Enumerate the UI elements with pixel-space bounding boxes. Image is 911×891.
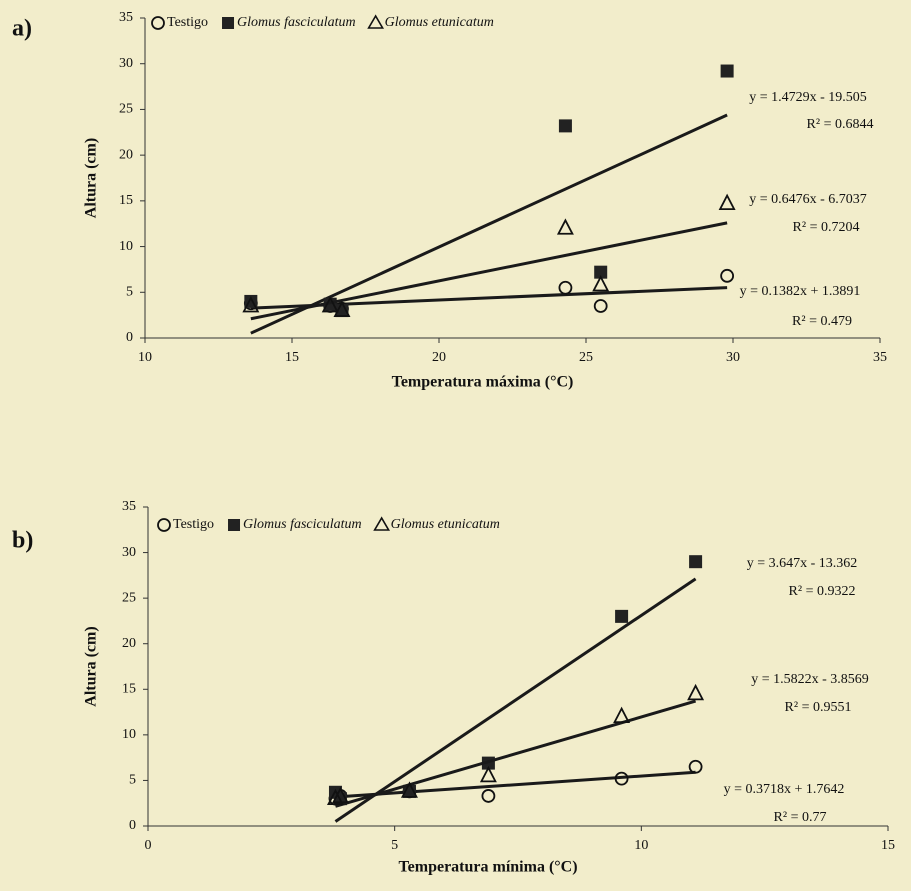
marker-triangle xyxy=(242,296,260,313)
trendline-equation: y = 3.647x - 13.362 xyxy=(747,556,858,571)
marker-triangle xyxy=(333,300,351,317)
y-tick-label: 20 xyxy=(122,636,136,651)
y-tick-label: 15 xyxy=(122,682,136,697)
y-tick-label: 0 xyxy=(129,818,136,833)
y-axis-label: Altura (cm) xyxy=(83,138,100,218)
y-tick-label: 0 xyxy=(126,330,133,345)
legend-label: Glomus fasciculatum xyxy=(237,15,356,30)
trendline-equation: y = 0.6476x - 6.7037 xyxy=(749,192,867,207)
marker-circle xyxy=(614,771,629,786)
panel-label: a) xyxy=(12,16,32,42)
marker-triangle xyxy=(400,781,418,798)
y-tick-label: 10 xyxy=(122,727,136,742)
legend-label: Glomus etunicatum xyxy=(385,15,494,30)
y-tick-label: 5 xyxy=(126,285,133,300)
marker-triangle xyxy=(718,193,736,211)
marker-triangle xyxy=(613,706,631,724)
x-tick-label: 25 xyxy=(579,350,593,365)
marker-triangle xyxy=(687,683,705,701)
x-tick-label: 0 xyxy=(145,838,152,853)
trendline-r2: R² = 0.6844 xyxy=(807,117,874,132)
trendline xyxy=(334,577,697,823)
x-tick-label: 15 xyxy=(881,838,895,853)
trendline-r2: R² = 0.77 xyxy=(774,810,827,825)
marker-triangle xyxy=(556,218,574,235)
trendline-equation: y = 1.5822x - 3.8569 xyxy=(751,672,869,687)
legend-symbol xyxy=(151,16,165,30)
trendline-equation: y = 0.3718x + 1.7642 xyxy=(724,782,845,797)
legend-label: Testigo xyxy=(173,517,214,532)
legend-symbol xyxy=(373,516,391,531)
marker-square xyxy=(558,119,572,133)
marker-circle xyxy=(481,789,496,803)
x-tick-label: 15 xyxy=(285,350,299,365)
x-axis-label: Temperatura mínima (°C) xyxy=(398,859,577,876)
marker-triangle xyxy=(479,765,497,783)
marker-triangle xyxy=(331,786,349,804)
marker-circle xyxy=(558,280,573,295)
y-axis-label: Altura (cm) xyxy=(83,626,100,706)
legend-symbol xyxy=(222,17,235,29)
legend-symbol xyxy=(228,519,241,531)
y-tick-label: 20 xyxy=(119,147,133,162)
legend-label: Glomus etunicatum xyxy=(391,517,500,532)
trendline-r2: R² = 0.9551 xyxy=(785,700,852,715)
x-tick-label: 10 xyxy=(138,350,152,365)
x-axis-label: Temperatura máxima (°C) xyxy=(392,374,574,391)
trendline-r2: R² = 0.9322 xyxy=(789,584,856,599)
marker-circle xyxy=(720,268,735,283)
y-tick-label: 10 xyxy=(119,239,133,254)
trendline-equation: y = 0.1382x + 1.3891 xyxy=(740,284,861,299)
trendline xyxy=(335,770,696,799)
panel-label: b) xyxy=(12,528,33,554)
y-tick-label: 15 xyxy=(119,193,133,208)
legend-label: Testigo xyxy=(167,15,208,30)
marker-circle xyxy=(688,759,703,774)
x-tick-label: 5 xyxy=(391,838,398,853)
marker-square xyxy=(689,555,703,569)
marker-square xyxy=(594,265,608,279)
y-tick-label: 30 xyxy=(119,56,133,71)
y-tick-label: 5 xyxy=(129,773,136,788)
y-tick-label: 25 xyxy=(119,102,133,117)
x-tick-label: 20 xyxy=(432,350,446,365)
trendline-equation: y = 1.4729x - 19.505 xyxy=(749,90,867,105)
x-tick-label: 10 xyxy=(634,838,648,853)
y-tick-label: 35 xyxy=(122,499,136,514)
marker-circle xyxy=(593,299,608,313)
legend-symbol xyxy=(157,518,171,532)
marker-square xyxy=(720,64,734,78)
marker-triangle xyxy=(326,788,344,806)
legend-label: Glomus fasciculatum xyxy=(243,517,362,532)
x-tick-label: 30 xyxy=(726,350,740,365)
trendline-r2: R² = 0.7204 xyxy=(793,220,860,235)
trendline xyxy=(250,221,728,321)
legend-symbol xyxy=(367,14,385,29)
marker-triangle xyxy=(321,296,339,313)
y-tick-label: 25 xyxy=(122,590,136,605)
trendline xyxy=(250,113,728,335)
y-tick-label: 30 xyxy=(122,545,136,560)
marker-square xyxy=(615,609,629,623)
marker-triangle xyxy=(592,275,610,292)
trendline xyxy=(335,699,697,808)
trendline-r2: R² = 0.479 xyxy=(792,314,852,329)
y-tick-label: 35 xyxy=(119,10,133,25)
x-tick-label: 35 xyxy=(873,350,887,365)
